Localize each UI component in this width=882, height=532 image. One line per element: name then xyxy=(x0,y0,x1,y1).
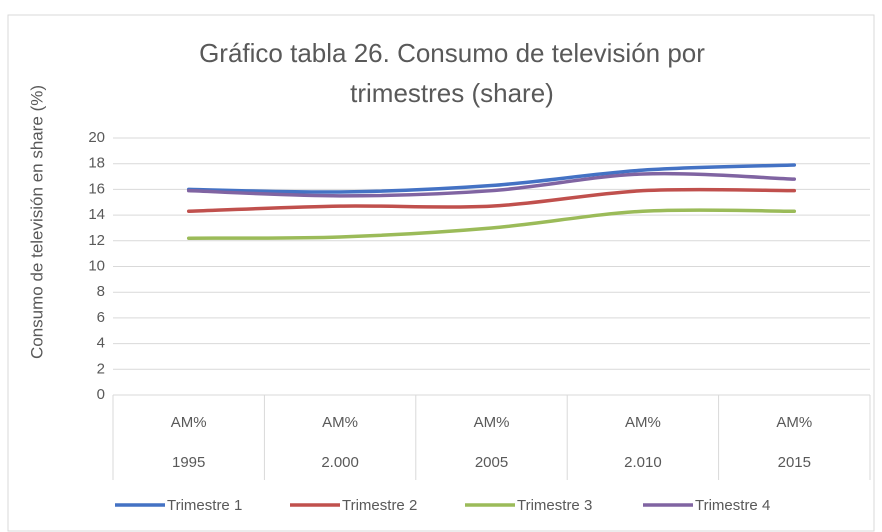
x-tick-label: 2.010 xyxy=(624,454,662,471)
y-tick-label: 2 xyxy=(97,360,105,377)
y-tick-label: 10 xyxy=(88,257,105,274)
x-tick-sublabel: AM% xyxy=(474,414,510,431)
y-tick-label: 12 xyxy=(88,232,105,249)
series-line xyxy=(186,208,797,240)
x-tick-sublabel: AM% xyxy=(625,414,661,431)
x-tick-label: 2015 xyxy=(778,454,811,471)
x-tick-sublabel: AM% xyxy=(171,414,207,431)
x-tick-sublabel: AM% xyxy=(776,414,812,431)
x-tick-sublabel: AM% xyxy=(322,414,358,431)
series-line xyxy=(186,163,797,194)
legend-label: Trimestre 3 xyxy=(517,497,592,514)
chart-title: trimestres (share) xyxy=(350,78,554,108)
y-tick-label: 0 xyxy=(97,386,105,403)
series-line xyxy=(186,171,797,198)
chart-title: Gráfico tabla 26. Consumo de televisión … xyxy=(199,38,705,68)
x-tick-label: 1995 xyxy=(172,454,205,471)
y-axis-label: Consumo de televisión en share (%) xyxy=(27,85,46,359)
y-tick-label: 8 xyxy=(97,283,105,300)
y-tick-label: 6 xyxy=(97,309,105,326)
y-tick-label: 16 xyxy=(88,180,105,197)
series-line xyxy=(186,187,797,213)
y-tick-label: 14 xyxy=(88,206,105,223)
x-tick-label: 2005 xyxy=(475,454,508,471)
chart-frame xyxy=(7,14,875,532)
x-tick-label: 2.000 xyxy=(321,454,359,471)
y-tick-label: 4 xyxy=(97,335,105,352)
legend-label: Trimestre 1 xyxy=(167,497,242,514)
y-tick-label: 18 xyxy=(88,155,105,172)
legend-label: Trimestre 2 xyxy=(342,497,417,514)
legend-label: Trimestre 4 xyxy=(695,497,770,514)
y-tick-label: 20 xyxy=(88,129,105,146)
